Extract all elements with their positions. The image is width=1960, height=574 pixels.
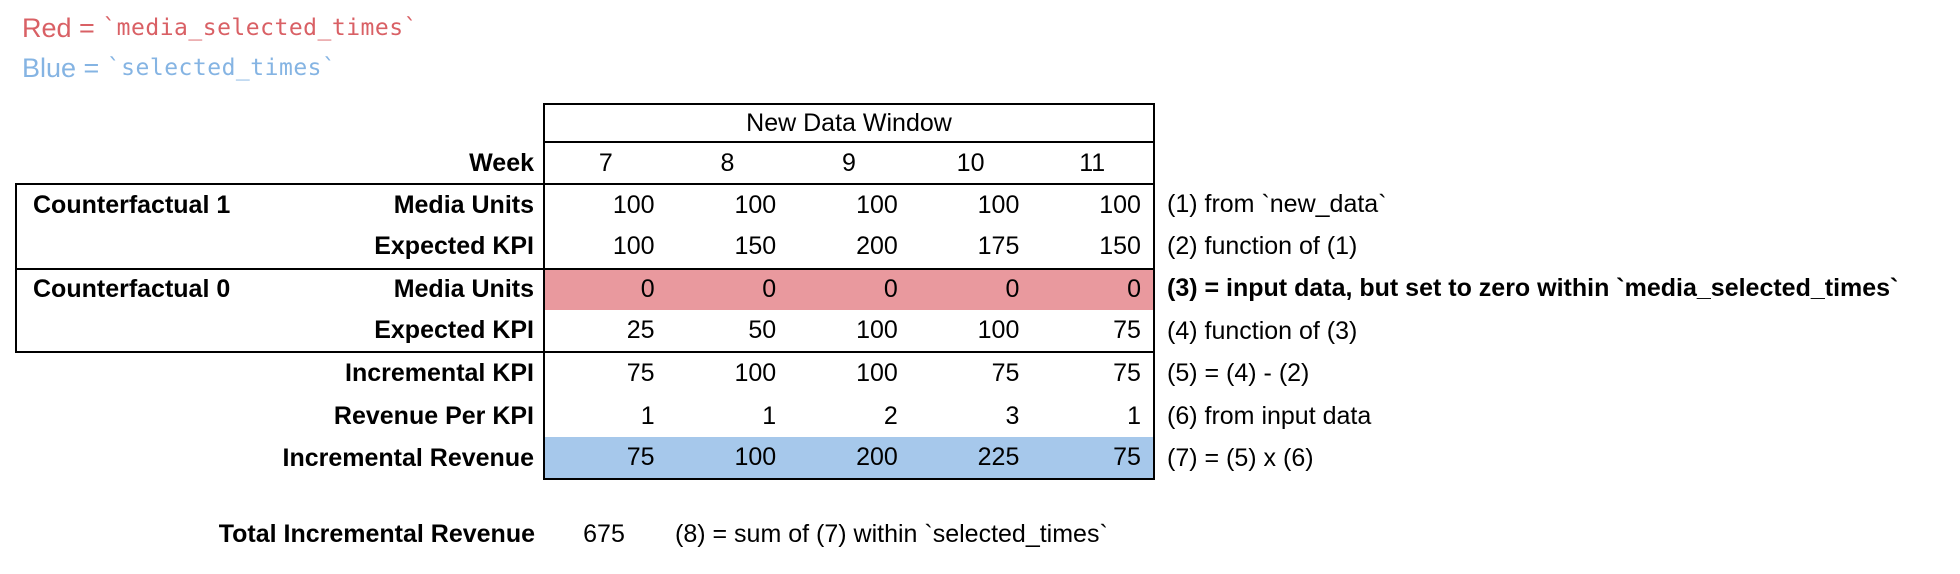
value-cell: 100	[612, 190, 655, 219]
value-cell: 100	[734, 443, 777, 472]
table-row-incremental-revenue: Incremental Revenue 75 100 200 225 75 (7…	[15, 437, 1898, 480]
table-row-revenue-per-kpi: Revenue Per KPI 1 1 2 3 1 (6) from input…	[15, 394, 1898, 438]
value-cell: 1	[640, 401, 655, 430]
table-row-cf0-expected-kpi: Expected KPI 25 50 100 100 75 (4) functi…	[15, 310, 1898, 353]
value-cell: 100	[1099, 190, 1141, 219]
value-cell: 150	[1099, 232, 1141, 261]
value-cell: 175	[977, 232, 1020, 261]
value-cell: 1	[762, 401, 777, 430]
week-value: 10	[956, 148, 985, 177]
legend: Red = `media_selected_times` Blue = `sel…	[22, 8, 418, 88]
legend-red-line: Red = `media_selected_times`	[22, 8, 418, 48]
value-cell: 225	[977, 443, 1020, 472]
total-label: Total Incremental Revenue	[218, 519, 535, 548]
table-row-cf1-expected-kpi: Expected KPI 100 150 200 175 150 (2) fun…	[15, 225, 1898, 268]
table-header-row: New Data Window	[15, 103, 1898, 143]
value-cell: 100	[856, 190, 898, 219]
value-cell: 2	[883, 401, 898, 430]
value-cell: 50	[748, 315, 777, 344]
legend-blue-line: Blue = `selected_times`	[22, 48, 418, 88]
row-label: Revenue Per KPI	[333, 401, 534, 430]
value-cell: 1	[1127, 401, 1141, 430]
row-label: Expected KPI	[374, 315, 534, 344]
row-annotation: (7) = (5) x (6)	[1155, 437, 1314, 480]
value-cell: 100	[856, 359, 898, 388]
row-annotation: (6) from input data	[1155, 394, 1372, 438]
value-cell: 200	[856, 232, 898, 261]
value-cell: 3	[1005, 401, 1020, 430]
value-cell: 0	[883, 275, 898, 304]
week-value: 8	[720, 148, 735, 177]
value-cell: 0	[1127, 275, 1141, 304]
value-cell: 100	[612, 232, 655, 261]
group-label: Counterfactual 0	[33, 275, 231, 304]
value-cell: 100	[977, 315, 1020, 344]
week-value: 11	[1079, 148, 1106, 177]
row-annotation: (1) from `new_data`	[1155, 183, 1387, 226]
table-row-cf1-media-units: Counterfactual 1 Media Units 100 100 100…	[15, 183, 1898, 226]
selected-times-highlight: 75 100 200 225 75	[543, 437, 1155, 480]
week-label: Week	[469, 148, 534, 177]
value-cell: 75	[1113, 315, 1141, 344]
legend-blue-code: `selected_times`	[106, 55, 337, 81]
row-label: Incremental KPI	[345, 359, 534, 388]
table-row-incremental-kpi: Incremental KPI 75 100 100 75 75 (5) = (…	[15, 352, 1898, 395]
value-cell: 100	[734, 190, 777, 219]
row-label: Expected KPI	[374, 232, 534, 261]
value-cell: 0	[762, 275, 777, 304]
legend-blue-label: Blue =	[22, 52, 107, 83]
new-data-window-header: New Data Window	[543, 103, 1155, 143]
row-annotation: (2) function of (1)	[1155, 225, 1358, 268]
header-spacer	[15, 103, 543, 143]
legend-red-label: Red =	[22, 12, 103, 43]
value-cell: 75	[626, 359, 655, 388]
legend-red-code: `media_selected_times`	[102, 15, 418, 41]
row-annotation: (4) function of (3)	[1155, 310, 1358, 353]
row-annotation: (3) = input data, but set to zero within…	[1155, 267, 1899, 311]
value-cell: 25	[626, 315, 655, 344]
week-value: 9	[842, 148, 856, 177]
counterfactual-table: New Data Window Week 7 8 9 10 11 Counter…	[15, 103, 1899, 480]
week-row: Week 7 8 9 10 11	[15, 143, 1898, 183]
value-cell: 100	[977, 190, 1020, 219]
value-cell: 75	[626, 443, 655, 472]
value-cell: 150	[734, 232, 777, 261]
value-cell: 0	[640, 275, 655, 304]
total-incremental-revenue-row: Total Incremental Revenue 675 (8) = sum …	[15, 512, 1108, 556]
value-cell: 100	[856, 315, 898, 344]
total-value: 675	[583, 519, 625, 548]
value-cell: 75	[991, 359, 1020, 388]
value-cell: 200	[856, 443, 898, 472]
media-selected-times-highlight: 0 0 0 0 0	[543, 267, 1155, 311]
week-value: 7	[598, 148, 613, 177]
row-label: Incremental Revenue	[282, 444, 535, 473]
row-label: Media Units	[393, 190, 534, 219]
row-annotation: (5) = (4) - (2)	[1155, 352, 1310, 395]
group-label: Counterfactual 1	[33, 190, 231, 219]
table-row-cf0-media-units: Counterfactual 0 Media Units 0 0 0 0 0 (…	[15, 267, 1899, 311]
value-cell: 0	[1005, 275, 1020, 304]
value-cell: 100	[734, 359, 777, 388]
total-annotation: (8) = sum of (7) within `selected_times`	[675, 519, 1108, 548]
row-label: Media Units	[393, 275, 534, 304]
value-cell: 75	[1113, 443, 1141, 472]
value-cell: 75	[1113, 359, 1141, 388]
